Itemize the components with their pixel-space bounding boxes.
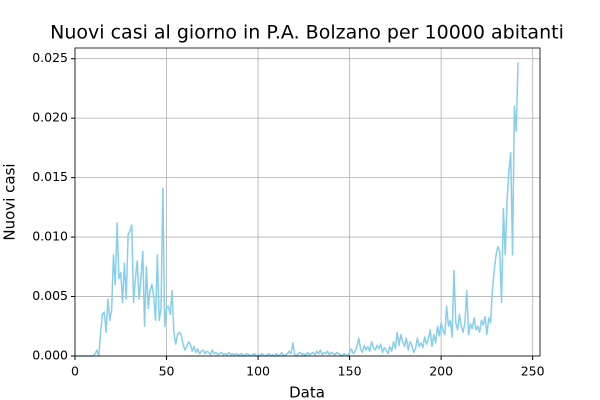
x-tick-label: 100 xyxy=(246,364,270,379)
x-tick-label: 0 xyxy=(71,364,79,379)
y-tick-label: 0.000 xyxy=(32,348,68,363)
plot-frame xyxy=(74,47,541,357)
data-line xyxy=(75,62,519,357)
x-axis-label: Data xyxy=(289,384,325,400)
x-tick-label: 250 xyxy=(521,364,545,379)
x-tick-label: 200 xyxy=(429,364,453,379)
y-tick-label: 0.010 xyxy=(32,229,68,244)
chart-title: Nuovi casi al giorno in P.A. Bolzano per… xyxy=(50,22,564,44)
y-tick-label: 0.005 xyxy=(32,288,68,303)
x-tick-label: 50 xyxy=(159,364,175,379)
y-tick-label: 0.020 xyxy=(32,110,68,125)
y-axis-label: Nuovi casi xyxy=(1,163,19,240)
x-tick-label: 150 xyxy=(338,364,362,379)
y-tick-label: 0.025 xyxy=(32,50,68,65)
y-tick-label: 0.015 xyxy=(32,169,68,184)
